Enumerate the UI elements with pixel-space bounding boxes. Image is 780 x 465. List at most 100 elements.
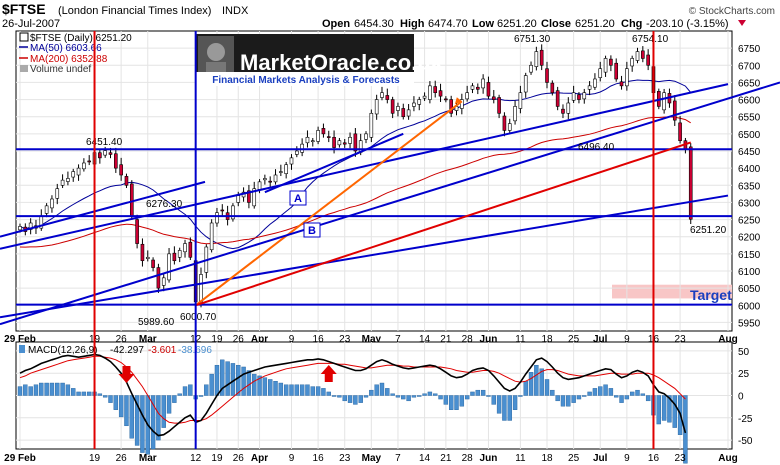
macd-x-tick-label: 19	[211, 453, 223, 464]
macd-histogram-bar	[661, 395, 667, 421]
candle-body	[295, 150, 299, 155]
orange-arrowhead-icon	[454, 97, 462, 105]
macd-histogram-bar	[257, 375, 262, 396]
macd-x-tick-label: Jul	[593, 453, 608, 464]
macd-histogram-bar	[278, 382, 284, 396]
macd-histogram-bar	[608, 388, 614, 396]
candle-body	[497, 97, 501, 114]
macd-histogram-bar	[411, 395, 417, 398]
price-x-tick-label: 23	[675, 334, 687, 345]
price-y-tick-label: 6750	[738, 44, 761, 55]
candle-body	[103, 150, 107, 156]
macd-histogram-bar	[273, 381, 278, 396]
candle-body	[55, 188, 60, 199]
macd-histogram-bar	[448, 395, 454, 410]
candle-body	[401, 108, 406, 118]
macd-histogram-bar	[87, 391, 92, 396]
macd-histogram-bar	[150, 395, 156, 450]
macd-histogram-bar	[390, 393, 395, 396]
candle-body	[630, 58, 634, 67]
line-B	[0, 194, 729, 319]
macd-histogram-bar	[459, 395, 465, 407]
candle-body	[342, 142, 347, 145]
candle-body	[491, 96, 496, 100]
macd-histogram-bar	[363, 395, 369, 398]
macd-x-tick-label: 9	[289, 453, 295, 464]
macd-x-tick-label: 21	[440, 453, 452, 464]
candle-body	[114, 153, 118, 169]
candle-body	[183, 243, 187, 253]
price-x-tick-label: 11	[515, 334, 526, 345]
macd-histogram-bar	[161, 395, 166, 428]
macd-histogram-bar	[321, 388, 326, 396]
macd-histogram-bar	[289, 384, 294, 396]
price-y-axis: 5950 6000 6050 6100 6150 6200 6250 6300 6350 6400…	[738, 44, 761, 329]
macd-histogram	[17, 359, 688, 464]
macd-x-tick-label: 16	[648, 453, 660, 464]
price-x-tick-label: Jul	[593, 334, 608, 345]
macd-histogram-bar	[656, 395, 661, 425]
line-A	[0, 83, 729, 250]
price-legend: $FTSE (Daily) 6251.20 MA(50) 6603.66 MA(…	[19, 32, 132, 75]
candles	[18, 44, 693, 308]
orange-line	[195, 100, 463, 307]
macd-x-tick-label: Apr	[251, 453, 268, 464]
candle-body	[353, 133, 358, 152]
macd-histogram-bar	[177, 393, 182, 396]
price-y-tick-label: 6200	[738, 233, 761, 244]
candle-body	[76, 167, 81, 176]
macd-histogram-bar	[236, 364, 241, 396]
macd-histogram-bar	[443, 395, 449, 405]
ma200-line	[19, 116, 691, 248]
chart-exchange: INDX	[222, 5, 249, 17]
candle-body	[188, 241, 193, 258]
candle-body	[380, 92, 384, 98]
macd-y-axis: -50 -25 0 25 50	[738, 347, 753, 447]
macd-histogram-bar	[55, 382, 60, 396]
trendlines	[0, 81, 780, 326]
macd-line	[19, 353, 687, 437]
macd-histogram-bar	[326, 391, 331, 396]
logo-name: MarketOracle.co.uk	[240, 50, 444, 75]
legend-price-swatch-icon	[19, 32, 29, 42]
candle-body	[598, 68, 603, 78]
macd-histogram-bar	[395, 395, 401, 398]
macd-histogram-bar	[470, 391, 475, 396]
macd-x-tick-label: 25	[568, 453, 580, 464]
macd-histogram-bar	[182, 386, 188, 396]
price-x-tick-label: 14	[419, 334, 431, 345]
macd-histogram-bar	[49, 382, 55, 396]
price-x-tick-label: 26	[233, 334, 245, 345]
candle-body	[231, 205, 235, 220]
macd-histogram-bar	[438, 395, 443, 400]
target-label: Target	[690, 287, 732, 303]
macd-histogram-bar	[28, 386, 33, 396]
label-b: B	[303, 222, 321, 238]
stockcharts-watermark: © StockCharts.com	[689, 6, 775, 17]
macd-histogram-bar	[188, 384, 193, 396]
candle-body	[603, 58, 608, 73]
macd-x-tick-label: Aug	[718, 453, 737, 464]
candle-body	[406, 109, 411, 117]
candle-body	[108, 152, 113, 155]
macd-histogram-bar	[592, 388, 598, 396]
candle-body	[50, 198, 54, 209]
macd-legend-swatch-icon	[19, 345, 25, 353]
candle-body	[273, 174, 278, 183]
candle-body	[332, 136, 336, 148]
price-x-tick-label: Apr	[251, 334, 268, 345]
macd-histogram-bar	[555, 395, 560, 402]
annot-5989: 5989.60	[138, 317, 175, 328]
macd-histogram-bar	[353, 395, 358, 405]
macd-x-tick-label: 9	[624, 453, 630, 464]
candle-body	[60, 179, 65, 186]
ohlc-close-label: Close	[541, 18, 571, 30]
candle-body	[209, 222, 214, 251]
macd-x-tick-label: 26	[233, 453, 245, 464]
candle-body	[236, 195, 241, 203]
candle-body	[161, 277, 166, 286]
price-x-tick-label: 7	[395, 334, 401, 345]
candle-body	[609, 58, 613, 66]
macd-histogram-bar	[486, 395, 491, 397]
